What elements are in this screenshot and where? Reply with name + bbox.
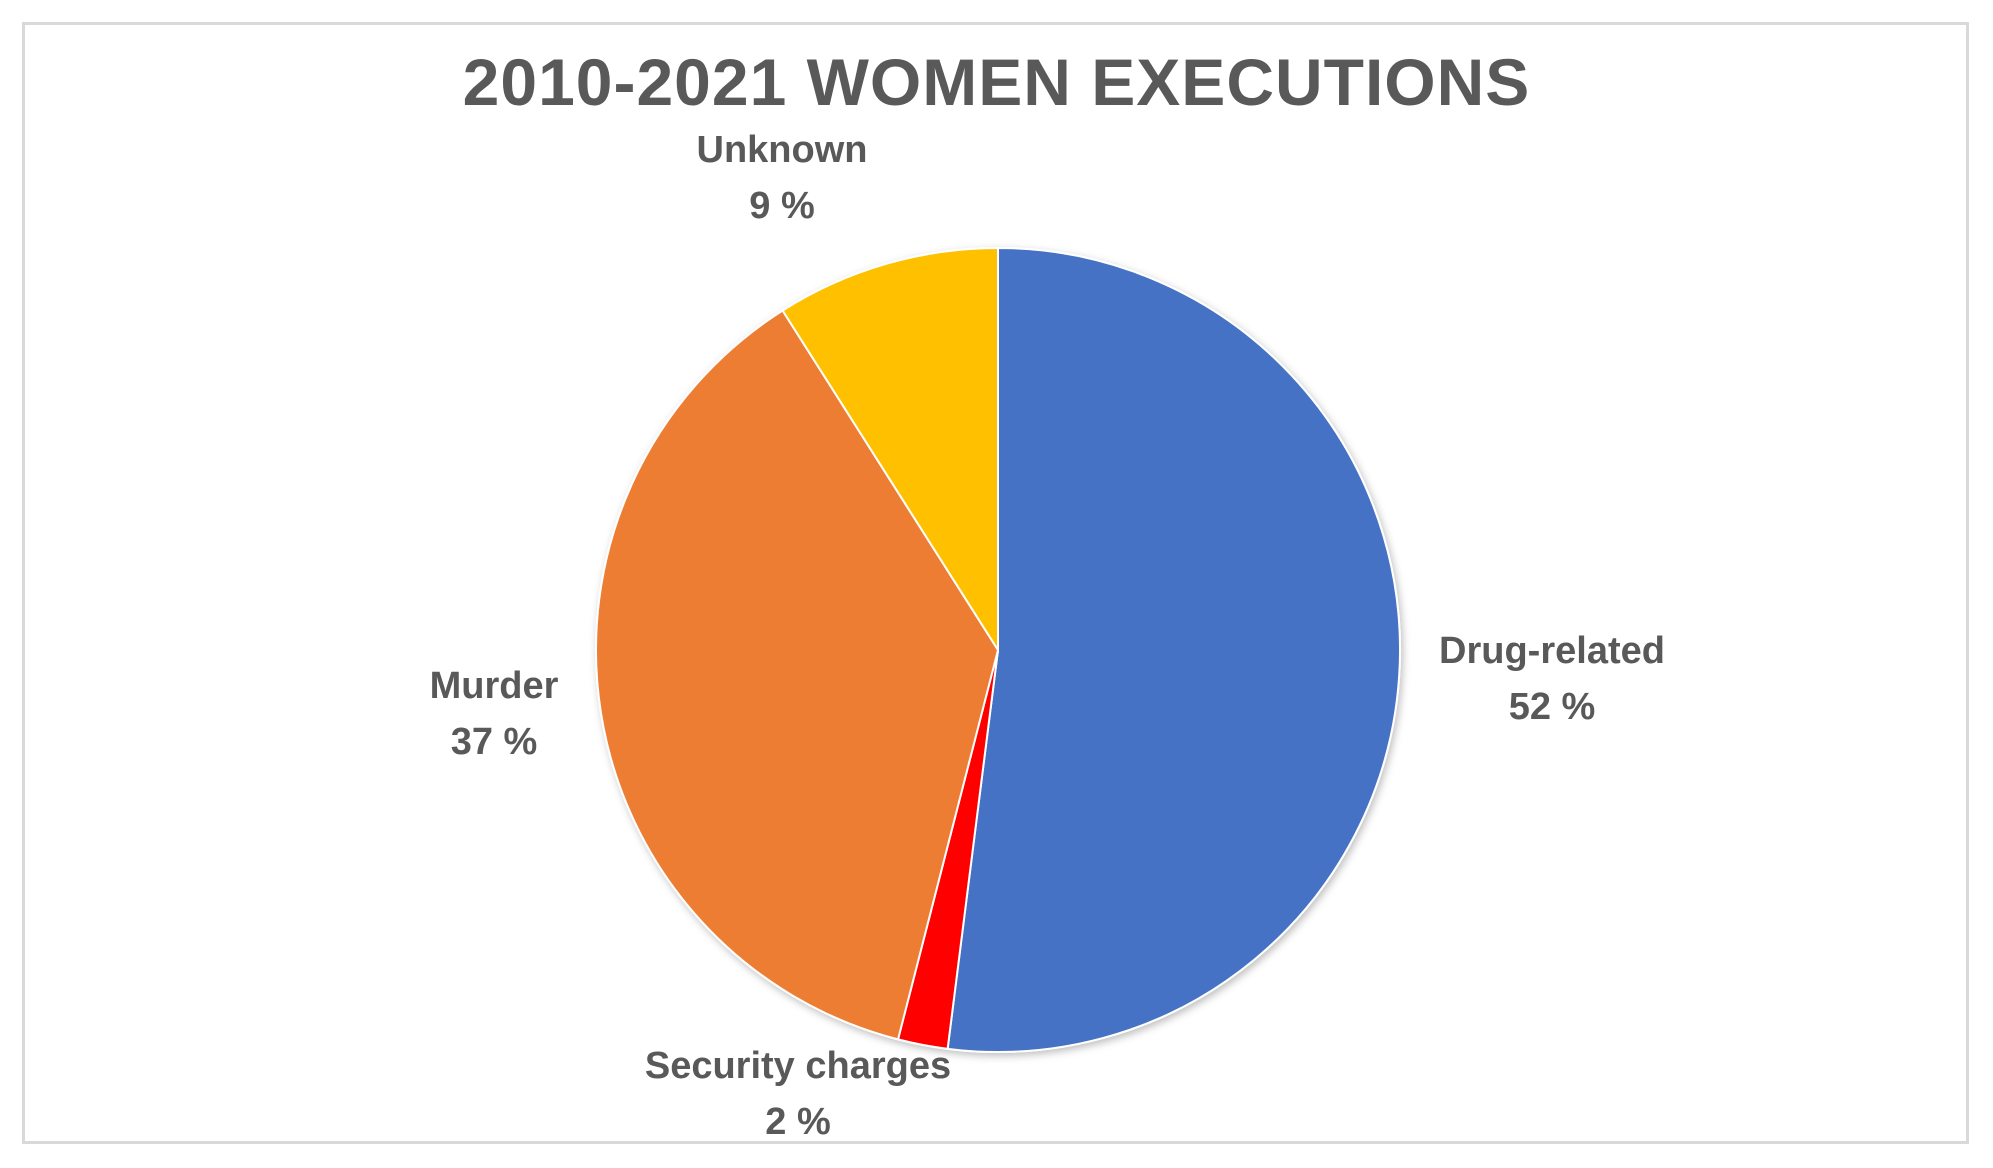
data-label-murder: Murder 37 % xyxy=(430,665,559,763)
data-label-security-charges: Security charges 2 % xyxy=(645,1045,951,1143)
pie-slice-drug-related xyxy=(946,246,1402,1053)
data-label-drug-related: Drug-related 52 % xyxy=(1439,630,1665,728)
data-label-drug-related-value: 52 % xyxy=(1509,686,1596,728)
pie-labels: Drug-related 52 % Security charges 2 % Murde… xyxy=(430,129,1665,1143)
pie-slice-unknown xyxy=(781,246,999,654)
data-label-murder-value: 37 % xyxy=(451,721,538,763)
data-label-security-charges-name: Security charges xyxy=(645,1045,951,1087)
data-label-unknown: Unknown 9 % xyxy=(697,129,868,227)
pie-slices xyxy=(595,246,1402,1053)
data-label-unknown-name: Unknown xyxy=(697,129,868,171)
data-label-murder-name: Murder xyxy=(430,665,559,707)
data-label-drug-related-name: Drug-related xyxy=(1439,630,1665,672)
data-label-security-charges-value: 2 % xyxy=(765,1101,830,1143)
data-label-unknown-value: 9 % xyxy=(749,185,814,227)
chart-title: 2010-2021 WOMEN EXECUTIONS xyxy=(462,45,1531,119)
